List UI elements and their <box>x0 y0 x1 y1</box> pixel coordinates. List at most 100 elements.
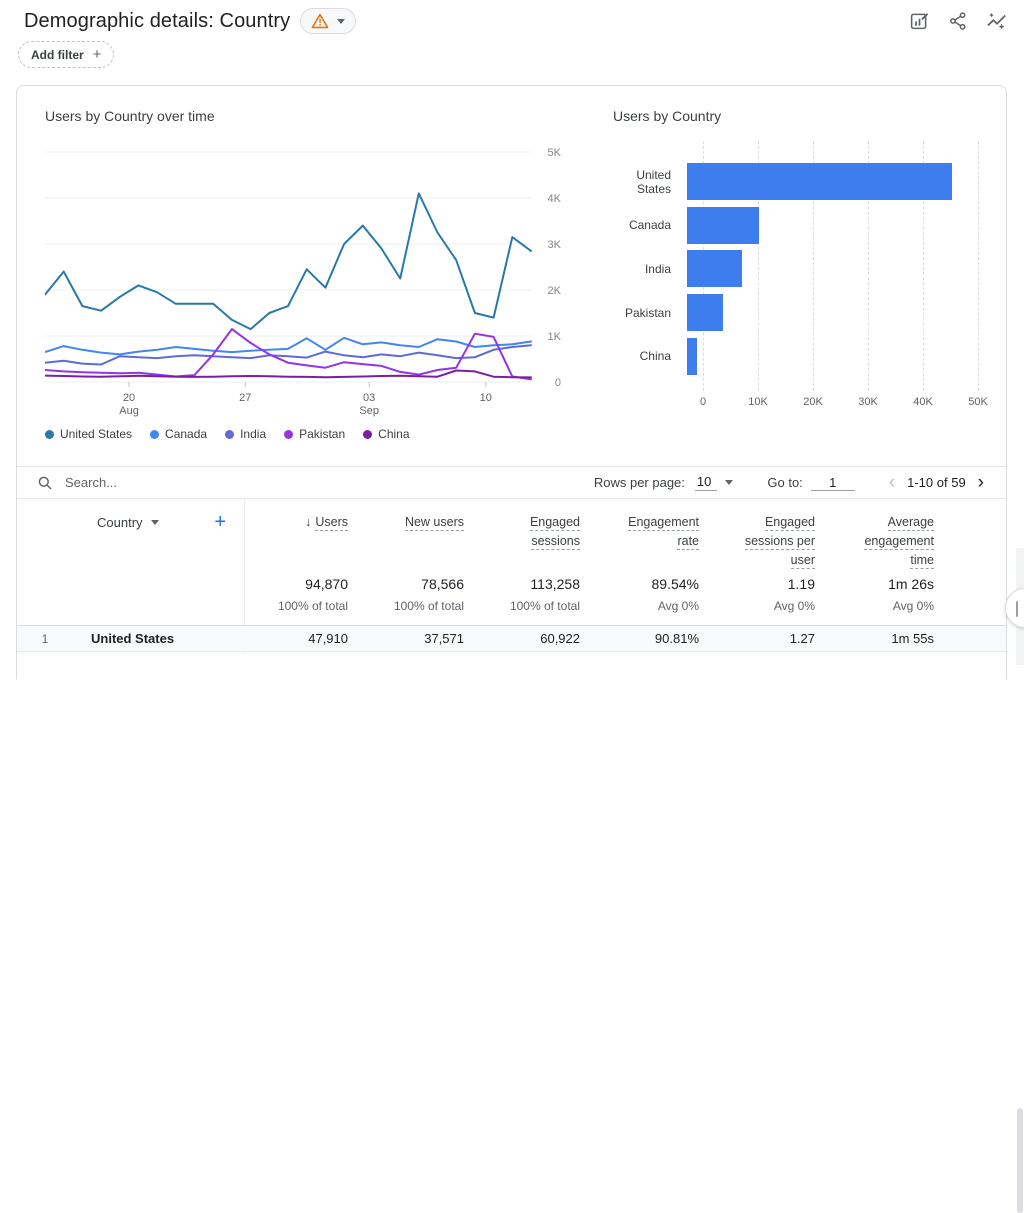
insights-icon[interactable] <box>986 11 1008 31</box>
legend-label: United States <box>60 427 133 441</box>
chevron-down-icon[interactable] <box>725 480 734 485</box>
metric-header-users[interactable]: ↓ Users <box>244 513 348 570</box>
bar-track <box>687 294 964 332</box>
bar-row: China <box>601 334 1001 378</box>
x-axis-label: 40K <box>913 396 933 408</box>
insights-panel-handle[interactable] <box>1005 588 1024 628</box>
search-input[interactable] <box>65 475 365 490</box>
add-secondary-dimension-button[interactable]: + <box>214 511 226 533</box>
series-line-india[interactable] <box>45 344 532 366</box>
totals-value: 78,566 <box>421 576 464 592</box>
pagination-controls: Rows per page: 10 Go to: ‹ 1-10 of 59 › <box>594 473 984 492</box>
legend-dot-icon <box>225 429 235 439</box>
chevron-down-icon <box>150 520 159 525</box>
bar-row: Pakistan <box>601 291 1001 335</box>
sort-descending-icon: ↓ <box>305 515 312 529</box>
legend-label: China <box>378 427 410 441</box>
metric-header-engagement-rate[interactable]: Engagement rate <box>580 513 699 570</box>
country-dimension-select[interactable]: Country <box>97 515 244 530</box>
totals-subtext: 100% of total <box>277 599 348 613</box>
bar-row: United States <box>601 160 1001 204</box>
row-metric-value: 47,910 <box>308 631 348 646</box>
legend-dot-icon <box>284 429 294 439</box>
x-axis-label: 50K <box>968 396 988 408</box>
scrollbar-thumb[interactable] <box>1017 1108 1023 1213</box>
table-row[interactable]: 1 United States 47,910 37,571 60,922 90.81% 1.… <box>17 626 1006 652</box>
bar-category-label: United States <box>636 167 671 196</box>
metric-header-line: Users <box>315 515 348 531</box>
bar-category-label: China <box>639 349 671 364</box>
metric-header-line: Engaged <box>764 515 815 531</box>
totals-cell: 113,258 100% of total <box>464 576 580 625</box>
bar-united-states[interactable] <box>687 163 953 201</box>
metric-header-line: Engagement <box>628 515 699 531</box>
users-by-country-bar-chart[interactable]: United States Canada India Pakistan China 0 1… <box>601 136 1001 436</box>
search-icon <box>38 476 52 490</box>
metric-headers: ↓ Users New users Engaged sessions Engagement… <box>244 499 934 570</box>
go-to-page-input[interactable] <box>810 474 855 491</box>
bar-pakistan[interactable] <box>687 294 723 332</box>
totals-spacer <box>17 576 244 625</box>
report-card: Users by Country over time Users by Coun… <box>16 85 1007 693</box>
next-page-icon[interactable]: › <box>977 472 984 493</box>
table-row-partial[interactable] <box>17 653 1006 693</box>
legend-item[interactable]: India <box>225 427 266 441</box>
report-header: Demographic details: Country <box>24 8 357 34</box>
bar-india[interactable] <box>687 250 743 288</box>
metric-header-line: Average <box>887 515 934 531</box>
metric-header-engaged-sessions[interactable]: Engaged sessions <box>464 513 580 570</box>
previous-page-icon[interactable]: ‹ <box>888 472 896 493</box>
x-axis-sublabel: Sep <box>359 405 379 417</box>
bar-category-label: Canada <box>628 218 671 233</box>
x-axis-label: 10 <box>480 392 492 404</box>
totals-row: 94,870 100% of total 78,566 100% of total 11… <box>17 576 1006 626</box>
legend-item[interactable]: Pakistan <box>284 427 345 441</box>
totals-subtext: 100% of total <box>393 599 464 613</box>
totals-cell: 1.19 Avg 0% <box>699 576 815 625</box>
gridline <box>978 141 979 391</box>
share-icon[interactable] <box>948 11 968 31</box>
handle-grip <box>1016 601 1018 617</box>
y-axis-label: 2K <box>548 285 562 297</box>
legend-item[interactable]: United States <box>45 427 132 441</box>
customize-report-icon[interactable] <box>909 10 930 31</box>
bar-chart-title: Users by Country <box>613 108 722 124</box>
rows-per-page-select[interactable]: 10 <box>694 474 718 491</box>
bar-china[interactable] <box>687 337 697 375</box>
y-axis-label: 3K <box>548 239 562 251</box>
metric-header-new-users[interactable]: New users <box>348 513 464 570</box>
metric-header-engaged-sessions-per-user[interactable]: Engaged sessions per user <box>699 513 815 570</box>
legend-dot-icon <box>150 429 160 439</box>
y-axis-label: 1K <box>548 331 562 343</box>
pagination-range: 1-10 of 59 <box>907 475 966 490</box>
y-axis-label: 0 <box>555 377 561 389</box>
legend-item[interactable]: China <box>363 427 410 441</box>
series-line-united-states[interactable] <box>45 192 532 331</box>
series-line-canada[interactable] <box>45 336 532 356</box>
x-axis-label: 10K <box>748 396 768 408</box>
legend-item[interactable]: Canada <box>150 427 207 441</box>
bar-canada[interactable] <box>687 206 759 244</box>
rows-per-page-label: Rows per page: <box>593 475 685 490</box>
totals-value: 94,870 <box>305 576 348 592</box>
y-axis-label: 5K <box>548 147 562 159</box>
row-country: United States <box>91 631 175 646</box>
page-title: Demographic details: Country <box>24 9 291 32</box>
pager: ‹ 1-10 of 59 › <box>889 473 984 492</box>
data-threshold-warning-icon <box>311 13 329 29</box>
report-actions <box>909 10 1008 31</box>
metric-header-average-engagement-time[interactable]: Average engagement time <box>815 513 934 570</box>
totals-value: 1.19 <box>787 576 815 592</box>
legend-label: Canada <box>165 427 208 441</box>
table-controls-row: Rows per page: 10 Go to: ‹ 1-10 of 59 › <box>17 466 1006 499</box>
series-line-pakistan[interactable] <box>45 328 532 381</box>
table-header: Country + ↓ Users New users Engaged sessions… <box>17 499 1006 570</box>
data-threshold-pill[interactable] <box>300 8 357 34</box>
x-axis-label: 20K <box>803 396 823 408</box>
totals-subtext: 100% of total <box>509 599 580 613</box>
bar-track <box>687 337 964 375</box>
add-filter-button[interactable]: Add filter + <box>18 41 115 68</box>
gridline <box>923 141 924 391</box>
series-line-china[interactable] <box>45 369 532 379</box>
